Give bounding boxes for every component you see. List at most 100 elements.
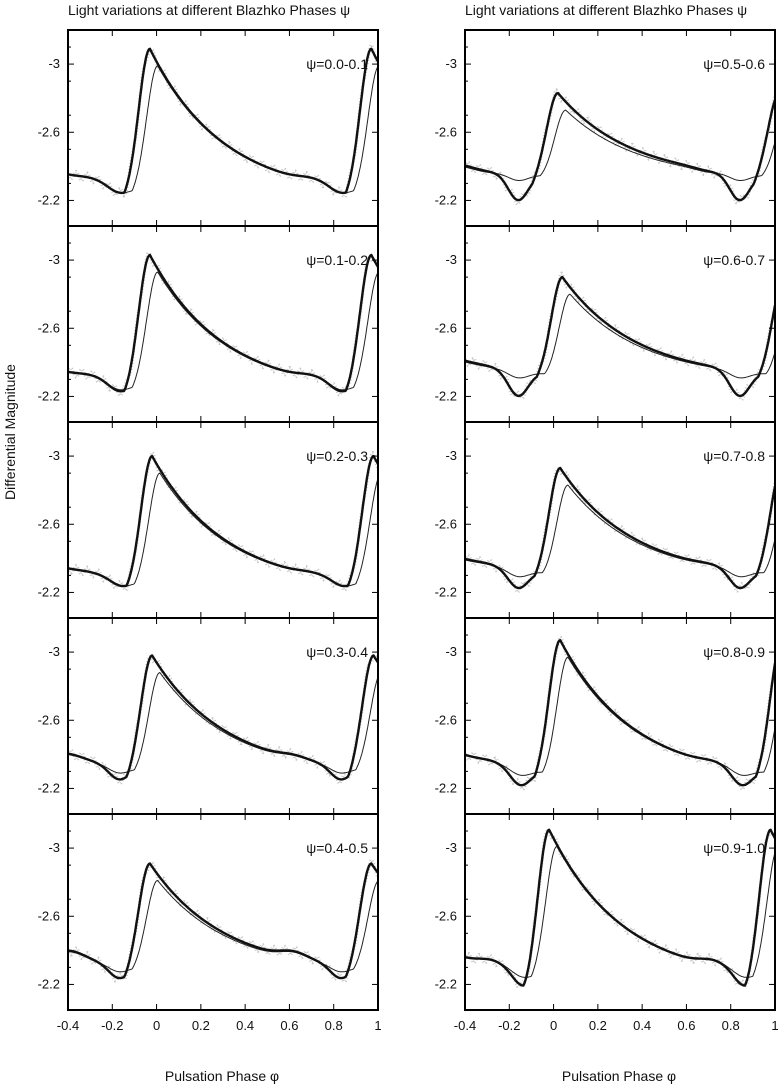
model-light-curve — [465, 484, 775, 578]
y-tick-label: -2.6 — [435, 320, 457, 335]
y-tick-label: -2.6 — [435, 908, 457, 923]
panel-phase-label: ψ=0.0-0.1 — [306, 56, 368, 72]
panels-group: -3-2.6-2.2ψ=0.0-0.1-3-2.6-2.2ψ=0.1-0.2-3… — [38, 29, 779, 1033]
panel-4: -3 -2.6 -2.2 ψ=0.3-0.4 — [38, 617, 379, 815]
y-tick-label: -2.2 — [435, 192, 457, 207]
model-light-curve — [68, 671, 378, 774]
y-tick-label: -3 — [445, 644, 457, 659]
panel-frame — [67, 813, 379, 1011]
x-tick-label: 0 — [153, 1018, 160, 1033]
panel-7: -3 -2.6 -2.2 ψ=0.6-0.7 — [435, 225, 776, 423]
y-tick-label: -2.2 — [38, 388, 60, 403]
panel-plot-area — [68, 250, 378, 397]
panel-plot-area — [465, 271, 775, 402]
panel-plot-area — [68, 857, 378, 984]
y-tick-label: -2.6 — [38, 908, 60, 923]
observed-light-curve — [68, 862, 378, 980]
x-tick-label: 0.4 — [633, 1018, 651, 1033]
panel-phase-label: ψ=0.9-1.0 — [703, 840, 765, 856]
panel-5: -3 -2.6 -2.2 -0.4 -0.2 0 0.2 0.4 0.6 0.8 1 ψ=0.4-0.… — [38, 813, 382, 1033]
y-tick-label: -2.6 — [435, 516, 457, 531]
x-tick-label: 0.6 — [677, 1018, 695, 1033]
observation-scatter — [68, 857, 378, 984]
panel-plot-area — [465, 634, 775, 791]
x-tick-label: 0 — [550, 1018, 557, 1033]
y-tick-label: -2.6 — [38, 712, 60, 727]
y-tick-label: -3 — [445, 448, 457, 463]
x-tick-label: 0.8 — [722, 1018, 740, 1033]
x-tick-label: 0.8 — [325, 1018, 343, 1033]
x-tick-label: -0.2 — [101, 1018, 123, 1033]
y-tick-label: -2.2 — [435, 388, 457, 403]
observation-scatter — [68, 41, 378, 199]
x-tick-label: -0.4 — [454, 1018, 476, 1033]
x-tick-label: 0.2 — [589, 1018, 607, 1033]
observation-scatter — [465, 634, 775, 791]
model-light-curve — [465, 109, 775, 181]
panel-phase-label: ψ=0.4-0.5 — [306, 840, 368, 856]
y-tick-label: -2.6 — [435, 712, 457, 727]
y-tick-label: -3 — [48, 448, 60, 463]
panel-phase-label: ψ=0.8-0.9 — [703, 644, 765, 660]
x-tick-label: -0.2 — [498, 1018, 520, 1033]
model-light-curve — [68, 271, 378, 391]
observed-light-curve — [465, 639, 775, 787]
model-light-curve — [68, 879, 378, 973]
y-tick-label: -2.6 — [435, 124, 457, 139]
right-column-title: Light variations at different Blazhko Ph… — [465, 2, 747, 18]
panel-frame — [464, 813, 776, 1011]
panel-plot-area — [465, 828, 775, 989]
model-light-curve — [68, 65, 378, 194]
panel-9: -3 -2.6 -2.2 ψ=0.8-0.9 — [435, 617, 776, 815]
model-light-curve — [465, 845, 775, 978]
x-axis-title-left: Pulsation Phase φ — [165, 1068, 279, 1084]
y-tick-label: -3 — [48, 56, 60, 71]
y-tick-label: -2.2 — [435, 584, 457, 599]
y-tick-label: -2.6 — [38, 320, 60, 335]
observed-light-curve — [68, 47, 378, 195]
panel-10: -3 -2.6 -2.2 -0.4 -0.2 0 0.2 0.4 0.6 0.8 1 ψ=0.9-1.… — [435, 813, 779, 1033]
y-tick-label: -2.6 — [38, 516, 60, 531]
y-tick-label: -3 — [445, 840, 457, 855]
y-tick-label: -3 — [445, 252, 457, 267]
observed-light-curve — [68, 654, 378, 781]
observed-light-curve — [465, 275, 775, 398]
x-tick-label: 1 — [771, 1018, 778, 1033]
panel-plot-area — [68, 41, 378, 199]
panel-3: -3 -2.6 -2.2 ψ=0.2-0.3 — [38, 421, 379, 619]
observed-light-curve — [68, 253, 378, 393]
panel-1: -3 -2.6 -2.2 ψ=0.0-0.1 — [38, 29, 379, 227]
panel-plot-area — [465, 466, 775, 594]
left-column-title: Light variations at different Blazhko Ph… — [68, 2, 350, 18]
observed-light-curve — [465, 828, 775, 987]
x-tick-label: 1 — [374, 1018, 381, 1033]
observation-scatter — [68, 449, 378, 592]
model-light-curve — [68, 472, 378, 587]
panel-phase-label: ψ=0.7-0.8 — [703, 448, 765, 464]
y-tick-label: -2.6 — [38, 124, 60, 139]
panel-phase-label: ψ=0.6-0.7 — [703, 252, 765, 268]
x-axis-title-right: Pulsation Phase φ — [562, 1068, 676, 1084]
x-tick-label: 0.2 — [192, 1018, 210, 1033]
panel-8: -3 -2.6 -2.2 ψ=0.7-0.8 — [435, 421, 776, 619]
y-tick-label: -3 — [445, 56, 457, 71]
model-light-curve — [465, 656, 775, 776]
panel-6: -3 -2.6 -2.2 ψ=0.5-0.6 — [435, 29, 776, 227]
x-tick-label: 0.4 — [236, 1018, 254, 1033]
y-axis-title: Differential Magnitude — [2, 364, 18, 500]
x-tick-label: 0.6 — [280, 1018, 298, 1033]
y-tick-label: -2.2 — [38, 192, 60, 207]
panel-phase-label: ψ=0.5-0.6 — [703, 56, 765, 72]
y-tick-label: -2.2 — [435, 780, 457, 795]
y-tick-label: -3 — [48, 644, 60, 659]
panel-2: -3 -2.6 -2.2 ψ=0.1-0.2 — [38, 225, 379, 423]
y-tick-label: -2.2 — [38, 584, 60, 599]
panel-plot-area — [68, 449, 378, 592]
y-tick-label: -2.2 — [435, 976, 457, 991]
observation-scatter — [68, 250, 378, 397]
model-light-curve — [465, 293, 775, 379]
y-tick-label: -3 — [48, 252, 60, 267]
y-tick-label: -3 — [48, 840, 60, 855]
panel-plot-area — [68, 654, 378, 786]
x-tick-label: -0.4 — [57, 1018, 79, 1033]
